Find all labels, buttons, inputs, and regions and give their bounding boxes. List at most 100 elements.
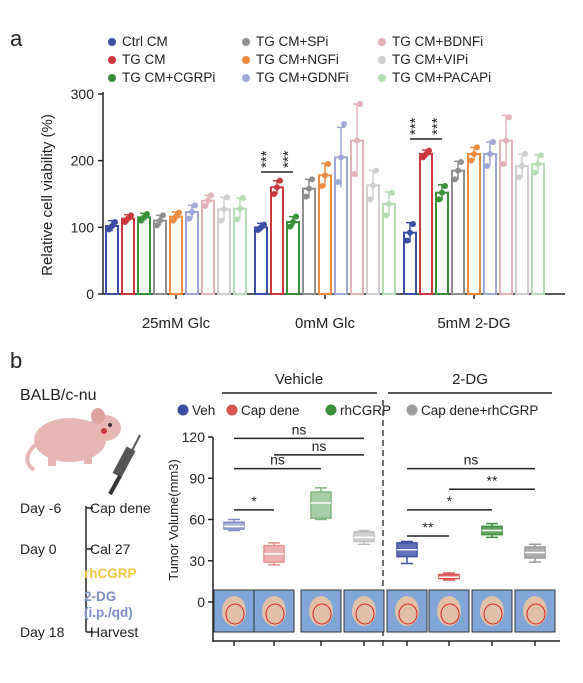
tumor-outline (312, 603, 332, 625)
legend-marker-icon (406, 404, 418, 416)
panel-b-chart: Vehicle 2-DG Veh Cap dene rhCGRP Cap dene+rhC… (166, 371, 560, 646)
y-tick-label: 60 (189, 512, 205, 528)
data-point (484, 163, 490, 169)
legend-label: TG CM+CGRPi (122, 70, 215, 85)
y-tick-label: 200 (71, 153, 95, 169)
bar (153, 219, 167, 296)
comparison-label: * (447, 493, 453, 509)
bar (483, 153, 497, 295)
y-tick-label: 0 (86, 286, 94, 302)
bar (185, 211, 199, 295)
data-point (357, 101, 363, 107)
data-point (426, 147, 432, 154)
data-point (261, 221, 267, 228)
data-point (535, 161, 541, 167)
data-point (218, 217, 224, 224)
timeline-day: Day 18 (20, 624, 65, 640)
timeline-event: (i.p./qd) (84, 605, 133, 620)
data-point (335, 179, 341, 185)
data-point (370, 182, 376, 189)
tumor-photo (395, 596, 419, 626)
bar (286, 221, 300, 295)
legend-marker-icon (378, 74, 386, 82)
mouse-illustration-icon (25, 408, 121, 472)
bar (467, 153, 481, 295)
bar (515, 165, 529, 295)
data-point (373, 167, 379, 174)
data-point (516, 174, 522, 181)
data-point (436, 196, 442, 203)
bar (435, 191, 449, 296)
data-point (274, 184, 280, 191)
timeline-event: 2-DG (84, 589, 116, 604)
data-point (290, 219, 296, 225)
data-point (186, 215, 192, 222)
bar (531, 163, 545, 295)
data-point (287, 223, 293, 230)
data-point (157, 217, 163, 224)
bar (318, 174, 332, 295)
data-point (224, 194, 230, 201)
tumor-outline (398, 603, 418, 625)
comparison-label: * (251, 493, 257, 509)
experiment-timeline: Day -6 Cap dene Day 0 Cal 27 rhCGRP 2-DG(i.p.… (20, 500, 151, 640)
x-tick-label: 5mM 2-DG (437, 315, 510, 332)
data-point (205, 197, 211, 204)
group-header: 2-DG (452, 371, 488, 388)
data-point (503, 137, 509, 144)
legend-marker-icon (226, 404, 238, 416)
box (310, 491, 332, 519)
data-point (277, 177, 283, 184)
data-point (144, 211, 150, 217)
x-tick-label: 25mM Glc (142, 315, 211, 332)
data-point (234, 216, 240, 223)
data-point (439, 189, 445, 196)
legend-marker-icon (177, 404, 189, 416)
data-point (293, 213, 299, 220)
data-point (338, 154, 344, 161)
data-point (192, 202, 198, 209)
data-point (404, 237, 410, 244)
legend-label: Veh (192, 403, 215, 418)
data-point (455, 167, 461, 174)
legend-label: TG CM+VIPi (392, 52, 468, 67)
data-point (383, 212, 389, 219)
data-point (202, 203, 208, 209)
bar (451, 169, 465, 296)
data-point (160, 212, 166, 219)
tumor-outline (440, 603, 460, 625)
significance-stars: *** (407, 117, 424, 135)
mouse-strain-label: BALB/c-nu (20, 387, 96, 404)
data-point (176, 209, 182, 216)
tumor-outline (526, 603, 546, 625)
legend-marker-icon (242, 74, 250, 82)
timeline-event: Harvest (90, 624, 138, 640)
syringe-icon (108, 434, 141, 495)
data-point (538, 152, 544, 159)
timeline-event: rhCGRP (84, 566, 137, 581)
tumor-photo (309, 596, 333, 626)
timeline-day: Day -6 (20, 500, 61, 516)
data-point (522, 151, 528, 157)
legend-label: TG CM+NGFi (256, 52, 339, 67)
data-point (240, 195, 246, 201)
significance-stars: *** (429, 117, 446, 135)
data-point (303, 193, 309, 200)
y-tick-label: 120 (182, 429, 206, 445)
legend-marker-icon (108, 38, 116, 46)
data-point (237, 205, 243, 212)
data-point (474, 144, 480, 151)
panel-a-annotations: *** *** *** *** (258, 117, 446, 173)
data-point (208, 192, 214, 199)
data-point (341, 121, 347, 127)
comparison-label: ns (312, 438, 327, 454)
data-point (452, 176, 458, 183)
data-point (221, 206, 227, 213)
data-point (532, 169, 538, 176)
tumor-photo (262, 596, 286, 626)
bar (121, 217, 135, 296)
data-point (389, 189, 395, 196)
bar (105, 225, 119, 295)
panel-a-label: a (10, 26, 23, 51)
legend-marker-icon (325, 404, 337, 416)
